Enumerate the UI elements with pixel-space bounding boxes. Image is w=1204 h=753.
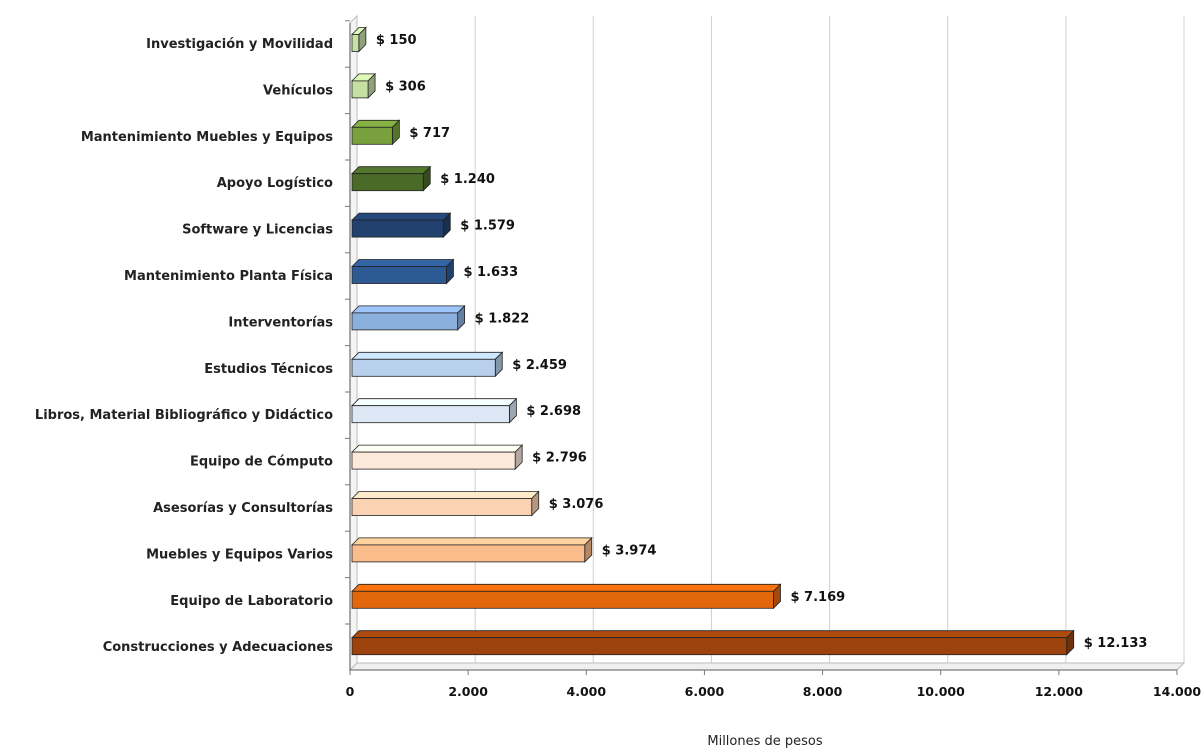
x-tick-label: 4.000 <box>567 684 607 699</box>
floor <box>348 662 1186 671</box>
bar-top <box>351 630 1075 639</box>
bar-front <box>351 451 516 470</box>
x-tick-label: 0 <box>346 684 355 699</box>
value-label: $ 7.169 <box>790 590 845 605</box>
category-label: Mantenimiento Muebles y Equipos <box>81 130 333 145</box>
x-tick-label: 14.000 <box>1153 684 1202 699</box>
x-tick-label: 6.000 <box>685 684 725 699</box>
bar <box>351 583 782 610</box>
category-label: Asesorías y Consultorías <box>153 501 333 516</box>
back-wall <box>349 14 358 672</box>
bar <box>351 490 540 517</box>
bar-front <box>351 80 369 99</box>
bar-front <box>351 544 586 563</box>
value-label: $ 3.076 <box>549 497 604 512</box>
bar-front <box>351 34 360 52</box>
bar-top <box>351 491 540 499</box>
category-label: Equipo de Laboratorio <box>170 594 333 609</box>
bar-front <box>351 126 393 145</box>
bar-front <box>351 498 533 516</box>
category-label: Apoyo Logístico <box>217 176 333 191</box>
bar <box>351 258 455 285</box>
bar-front <box>351 219 444 238</box>
bar <box>351 397 518 424</box>
category-label: Construcciones y Adecuaciones <box>103 640 334 655</box>
bar <box>351 629 1075 656</box>
x-tick-labels: 0 2.000 4.000 6.000 8.000 10.000 12.000 14.000 <box>346 684 1202 699</box>
value-label: $ 150 <box>376 33 417 48</box>
bar-top <box>351 259 455 267</box>
category-label: Mantenimiento Planta Física <box>124 269 333 284</box>
category-label: Muebles y Equipos Varios <box>146 547 333 562</box>
value-label: $ 717 <box>409 126 450 141</box>
bar <box>351 119 401 146</box>
bar <box>351 165 432 192</box>
bar-top <box>351 119 401 128</box>
value-label: $ 2.459 <box>512 358 567 373</box>
value-labels: $ 150 $ 306 $ 717 $ 1.240 $ 1.579 $ 1.633 $ 1.… <box>376 33 1148 651</box>
value-label: $ 2.796 <box>532 451 587 466</box>
bar <box>351 72 377 99</box>
category-labels: Investigación y Movilidad Vehículos Manten… <box>35 37 333 655</box>
category-label: Estudios Técnicos <box>204 362 333 377</box>
bar <box>351 212 452 239</box>
category-label: Investigación y Movilidad <box>146 37 333 52</box>
bar-top <box>351 305 466 314</box>
bar <box>351 26 367 53</box>
category-label: Libros, Material Bibliográfico y Didácti… <box>35 408 333 423</box>
bar <box>351 536 593 563</box>
x-axis-title: Millones de pesos <box>707 734 823 749</box>
x-tick-label: 2.000 <box>448 684 488 699</box>
value-label: $ 306 <box>385 79 426 94</box>
value-label: $ 3.974 <box>602 543 657 558</box>
bar-front <box>351 266 447 284</box>
bar-top <box>351 351 504 360</box>
bar-top <box>351 583 782 592</box>
axes <box>345 14 1186 675</box>
bar-front <box>351 405 510 424</box>
value-label: $ 1.822 <box>475 311 530 326</box>
bar <box>351 304 466 331</box>
category-label: Interventorías <box>228 315 333 330</box>
x-tick-label: 12.000 <box>1035 684 1084 699</box>
bar-top <box>351 166 432 175</box>
bar <box>351 444 524 471</box>
value-label: $ 1.579 <box>460 219 515 234</box>
category-label: Software y Licencias <box>182 223 333 238</box>
bar-front <box>351 173 424 192</box>
bar-front <box>351 312 459 331</box>
x-tick-label: 8.000 <box>803 684 843 699</box>
bar-front <box>351 358 496 377</box>
category-label: Vehículos <box>263 83 333 98</box>
value-label: $ 2.698 <box>526 404 581 419</box>
bar-top <box>351 398 518 407</box>
value-label: $ 1.240 <box>440 172 495 187</box>
category-label: Equipo de Cómputo <box>190 455 333 470</box>
bar <box>351 351 504 378</box>
bars <box>351 26 1075 656</box>
value-label: $ 12.133 <box>1084 636 1148 651</box>
bar-front <box>351 590 774 609</box>
bar-top <box>351 444 524 453</box>
x-tick-label: 10.000 <box>917 684 966 699</box>
bar-top <box>351 212 452 221</box>
grid-lines <box>467 16 1185 671</box>
bar-top <box>351 537 593 546</box>
bar-front <box>351 637 1068 656</box>
value-label: $ 1.633 <box>463 265 518 280</box>
